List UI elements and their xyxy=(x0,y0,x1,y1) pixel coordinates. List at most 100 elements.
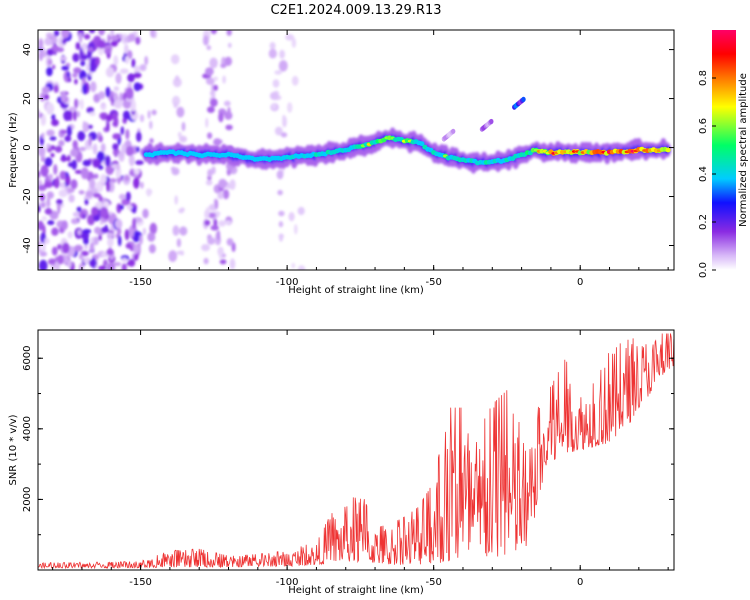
noise-blob xyxy=(104,44,113,52)
secondary-feature xyxy=(512,96,526,110)
noise-blob xyxy=(218,178,227,189)
noise-blob xyxy=(114,219,123,229)
x-tick-label: 0 xyxy=(577,577,583,588)
noise-blob xyxy=(112,262,122,267)
noise-blob xyxy=(98,265,107,270)
noise-blob xyxy=(53,30,60,37)
noise-blob xyxy=(47,220,55,226)
noise-blob xyxy=(142,227,146,236)
noise-blob xyxy=(84,243,88,250)
noise-blob xyxy=(105,86,111,98)
noise-blob xyxy=(278,210,285,217)
noise-blob xyxy=(104,224,108,231)
noise-blob xyxy=(51,227,59,236)
noise-blob xyxy=(74,169,83,174)
noise-blob xyxy=(93,173,99,179)
noise-blob xyxy=(72,211,81,217)
noise-blob xyxy=(58,189,68,198)
noise-blob xyxy=(104,155,111,167)
noise-blob xyxy=(272,79,280,88)
noise-blob xyxy=(80,98,84,110)
noise-blob xyxy=(226,238,234,246)
noise-blob xyxy=(278,221,284,228)
noise-blob xyxy=(172,225,180,236)
noise-blob xyxy=(172,77,182,88)
noise-blob xyxy=(211,83,215,93)
noise-blob xyxy=(131,206,137,214)
noise-blob xyxy=(73,67,82,74)
noise-blob xyxy=(174,75,180,82)
snr-marks xyxy=(38,333,674,570)
noise-blob xyxy=(52,64,56,70)
noise-blob xyxy=(151,109,157,116)
y-tick-label: 0 xyxy=(22,144,33,150)
y-tick-label: -40 xyxy=(22,237,33,253)
noise-blob xyxy=(231,242,236,253)
noise-blob xyxy=(38,248,43,253)
noise-blob xyxy=(119,204,124,210)
noise-blob xyxy=(92,159,101,168)
secondary-feature xyxy=(441,128,456,142)
noise-blob xyxy=(297,265,306,270)
noise-blob xyxy=(209,57,218,69)
noise-blob xyxy=(297,206,305,216)
noise-blob xyxy=(112,121,117,127)
noise-blob xyxy=(53,164,58,175)
noise-blob xyxy=(120,126,125,135)
noise-blob xyxy=(225,124,233,131)
noise-blob xyxy=(106,248,114,256)
noise-blob xyxy=(115,163,121,171)
noise-blob xyxy=(68,194,75,203)
noise-blob xyxy=(61,65,70,71)
spectrogram-ridge xyxy=(142,127,671,174)
noise-blob xyxy=(78,190,85,195)
x-tick-label: 0 xyxy=(577,277,583,288)
noise-blob xyxy=(40,156,46,162)
noise-blob xyxy=(38,201,41,206)
noise-blob xyxy=(144,55,149,66)
noise-blob xyxy=(212,76,219,81)
noise-blob xyxy=(147,110,151,119)
noise-blob xyxy=(85,63,90,72)
figure-title: C2E1.2024.009.13.29.R13 xyxy=(270,3,441,18)
noise-blob xyxy=(40,164,49,177)
noise-blob xyxy=(44,181,53,188)
noise-blob xyxy=(125,87,134,100)
snr-panel: -150 -100 -50 0 2000 4000 6000 Height of strai… xyxy=(8,329,675,596)
noise-blob xyxy=(179,226,188,236)
noise-blob xyxy=(118,193,126,200)
noise-blob xyxy=(107,237,114,247)
noise-blob xyxy=(72,72,78,78)
noise-blob xyxy=(276,170,284,180)
noise-blob xyxy=(176,238,182,248)
noise-blob xyxy=(218,247,223,260)
noise-blob xyxy=(38,170,41,179)
noise-blob xyxy=(110,40,118,47)
noise-blob xyxy=(46,66,53,77)
noise-blob xyxy=(128,154,135,167)
noise-blob xyxy=(139,114,145,123)
ridge-core xyxy=(143,135,671,166)
noise-blob xyxy=(149,222,157,235)
noise-blob xyxy=(128,259,136,267)
noise-blob xyxy=(176,250,184,255)
noise-blob xyxy=(61,30,70,39)
noise-blob xyxy=(41,86,50,94)
noise-blob xyxy=(278,233,284,242)
noise-blob xyxy=(38,220,44,231)
colorbar-label: Normalized spectral amplitude xyxy=(738,73,749,227)
noise-blob xyxy=(44,208,53,215)
spectrogram-ylabel: Frequency (Hz) xyxy=(8,112,19,188)
noise-blob xyxy=(89,178,96,190)
noise-blob xyxy=(104,49,112,54)
noise-blob xyxy=(78,253,84,260)
secondary-feature-blob xyxy=(451,128,456,134)
noise-blob xyxy=(76,206,82,213)
noise-blob xyxy=(91,257,96,269)
spectrogram-frame xyxy=(37,29,675,271)
noise-blob xyxy=(62,242,70,254)
colorbar-tick-label: 0.4 xyxy=(698,166,709,182)
noise-blob xyxy=(106,262,116,270)
noise-blob xyxy=(205,77,215,85)
noise-blob xyxy=(274,70,283,75)
